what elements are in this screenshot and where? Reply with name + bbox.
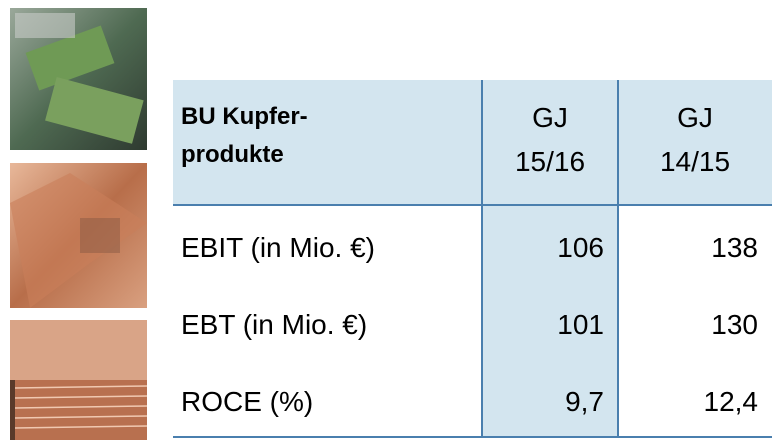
column-header-line: GJ [482,96,618,140]
header-title: BU Kupfer-produkte [173,80,482,205]
image-copper-plates [10,320,147,440]
value-cell: 138 [618,209,772,286]
row-label: EBIT (in Mio. €) [173,209,482,286]
value-cell: 101 [482,286,618,363]
value-cell: 106 [482,209,618,286]
header-rule [173,204,772,206]
column-rule [617,80,619,436]
column-rule [481,80,483,436]
value-cell: 12,4 [618,363,772,440]
header-title-line: produkte [181,136,482,174]
image-copper-foil [10,163,147,308]
column-header-line: 14/15 [618,140,772,184]
column-header-line: 15/16 [482,140,618,184]
row-label: EBT (in Mio. €) [173,286,482,363]
image-circuit-boards [10,8,147,150]
column-header-line: GJ [618,96,772,140]
value-cell: 9,7 [482,363,618,440]
value-cell: 130 [618,286,772,363]
header-title-line: BU Kupfer- [181,98,482,136]
row-label: ROCE (%) [173,363,482,440]
page: BU Kupfer-produkteGJ15/16GJ14/15EBIT (in… [0,0,772,446]
